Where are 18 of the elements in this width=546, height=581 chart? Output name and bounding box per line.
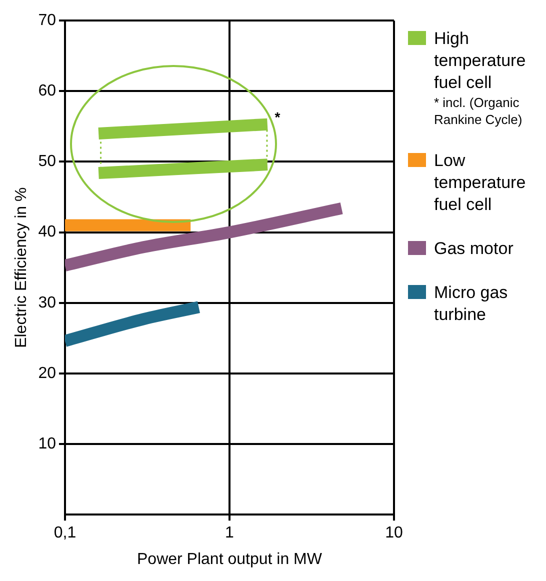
y-tick-label: 50 <box>38 153 56 170</box>
x-tick-label: 0,1 <box>54 524 76 542</box>
annotation: * <box>274 109 281 126</box>
y-tick-label: 70 <box>38 12 56 30</box>
legend-label: High temperature fuel cell <box>434 29 526 92</box>
y-tick-label: 60 <box>38 82 56 100</box>
legend-label: Micro gas turbine <box>434 283 508 324</box>
y-tick-label: 30 <box>38 294 56 312</box>
legend-label: Low temperature fuel cell <box>434 151 526 214</box>
x-axis-title: Power Plant output in MW <box>137 550 323 568</box>
x-tick-label: 1 <box>225 524 234 542</box>
y-tick-label: 40 <box>38 224 56 241</box>
y-tick-label: 20 <box>38 364 56 382</box>
x-tick-label: 10 <box>385 524 403 542</box>
y-tick-label: 10 <box>38 435 56 452</box>
y-axis-title: Electric Efficiency in % <box>13 187 30 348</box>
legend-label: Gas motor <box>434 239 514 258</box>
text: * incl. (Organic Rankine Cycle) <box>434 94 524 128</box>
